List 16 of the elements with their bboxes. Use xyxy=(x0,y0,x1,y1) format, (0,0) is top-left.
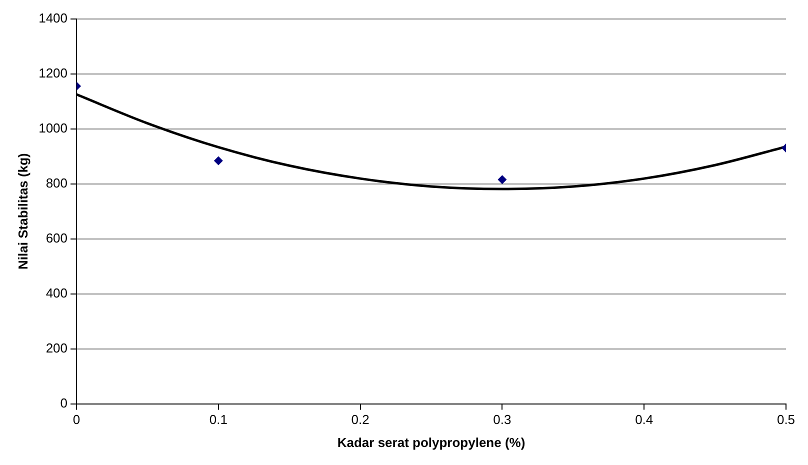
y-tick-label: 200 xyxy=(46,340,68,356)
x-tick-label: 0.5 xyxy=(776,412,796,428)
y-tick-label: 0 xyxy=(60,395,68,410)
x-tick-label: 0 xyxy=(72,412,80,428)
x-tick-label: 0.3 xyxy=(493,412,512,428)
y-axis-title: Nilai Stabilitas (kg) xyxy=(15,153,30,270)
x-tick-label: 0.2 xyxy=(351,412,370,428)
y-tick-label: 400 xyxy=(46,285,68,300)
x-tick-label: 0.4 xyxy=(635,412,654,428)
x-tick-label: 0.1 xyxy=(209,412,228,428)
y-tick-label: 800 xyxy=(46,175,68,190)
x-axis-title: Kadar serat polypropylene (%) xyxy=(337,434,526,450)
y-tick-label: 1000 xyxy=(38,120,68,136)
y-tick-label: 1200 xyxy=(38,65,68,80)
y-tick-label: 1400 xyxy=(38,10,68,26)
y-tick-label: 600 xyxy=(46,230,68,246)
